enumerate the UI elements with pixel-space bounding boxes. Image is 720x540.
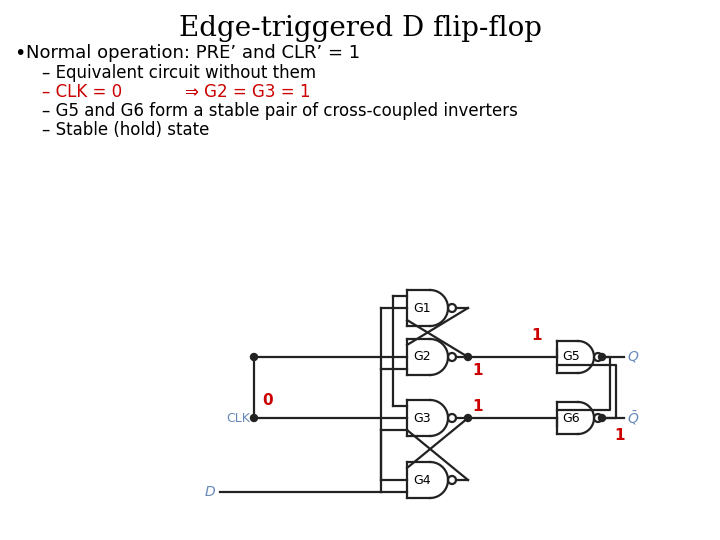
- Text: 1: 1: [615, 428, 625, 443]
- Text: ⇒ G2 = G3 = 1: ⇒ G2 = G3 = 1: [185, 83, 310, 101]
- Text: G4: G4: [413, 474, 431, 487]
- Text: 1: 1: [472, 363, 482, 378]
- Text: – G5 and G6 form a stable pair of cross-coupled inverters: – G5 and G6 form a stable pair of cross-…: [42, 102, 518, 120]
- Text: $\bar{Q}$: $\bar{Q}$: [627, 409, 639, 427]
- Text: •: •: [14, 44, 25, 63]
- Circle shape: [251, 354, 258, 361]
- Text: – CLK = 0: – CLK = 0: [42, 83, 122, 101]
- Circle shape: [598, 415, 606, 422]
- Circle shape: [464, 415, 472, 422]
- Text: 0: 0: [263, 393, 274, 408]
- Text: – Stable (hold) state: – Stable (hold) state: [42, 121, 210, 139]
- Text: – Equivalent circuit without them: – Equivalent circuit without them: [42, 64, 316, 82]
- Text: G1: G1: [413, 301, 431, 314]
- Text: Normal operation: PRE’ and CLR’ = 1: Normal operation: PRE’ and CLR’ = 1: [26, 44, 360, 62]
- Text: Edge-triggered D flip-flop: Edge-triggered D flip-flop: [179, 15, 541, 42]
- Text: CLK: CLK: [226, 411, 250, 424]
- Text: G3: G3: [413, 411, 431, 424]
- Text: 1: 1: [532, 328, 542, 343]
- Circle shape: [598, 354, 606, 361]
- Text: 1: 1: [472, 399, 482, 414]
- Text: $D$: $D$: [204, 485, 216, 499]
- Text: G6: G6: [562, 411, 580, 424]
- Text: $Q$: $Q$: [627, 349, 639, 364]
- Text: G2: G2: [413, 350, 431, 363]
- Circle shape: [251, 415, 258, 422]
- Text: G5: G5: [562, 350, 580, 363]
- Circle shape: [464, 354, 472, 361]
